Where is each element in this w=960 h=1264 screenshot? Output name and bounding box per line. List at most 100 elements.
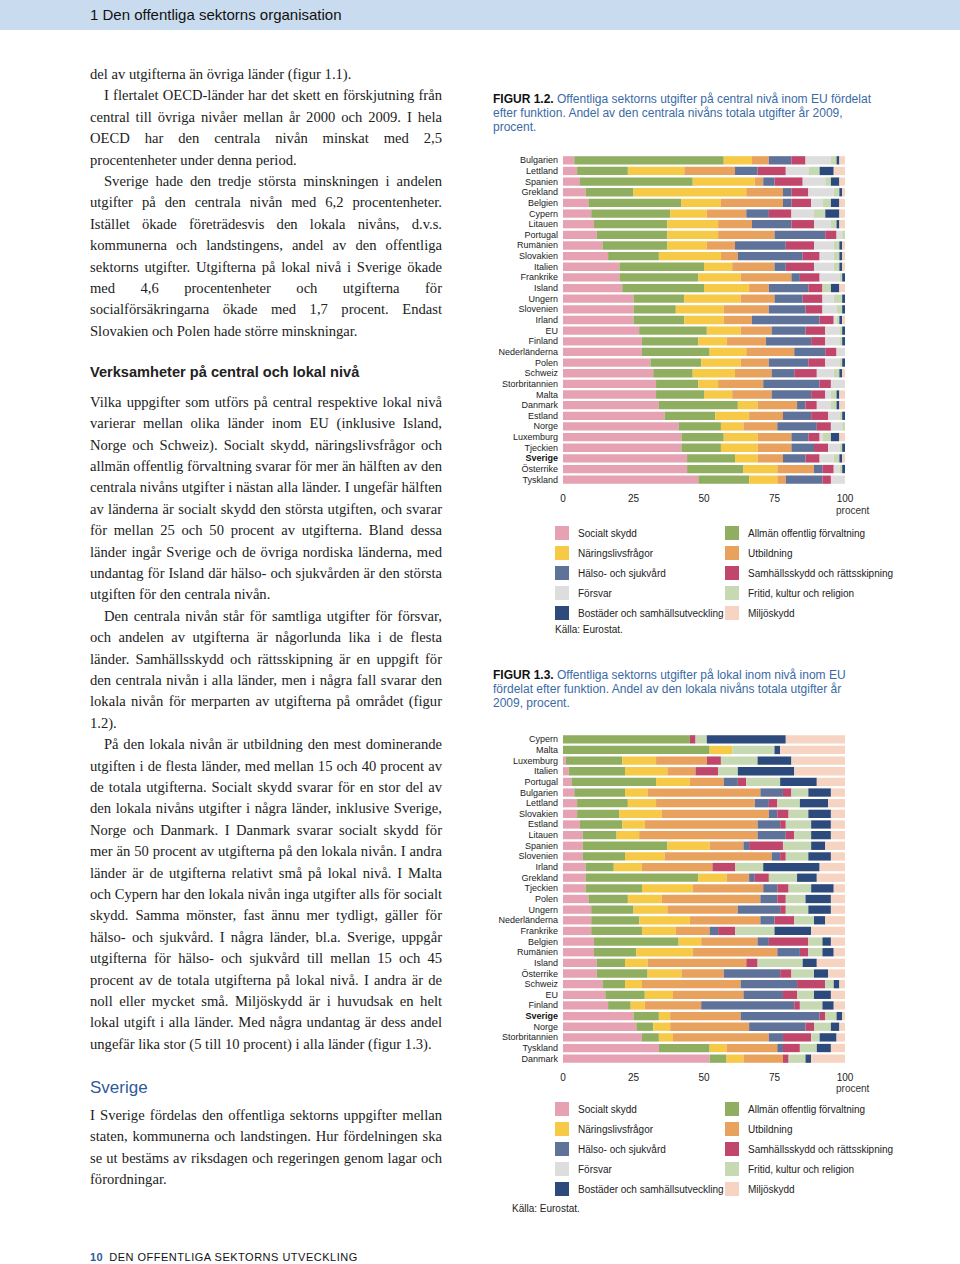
html-text:Hälso- och sjukvård: Hälso- och sjukvård <box>578 1143 666 1155</box>
html-text:Bostäder och samhällsutvecklin: Bostäder och samhällsutveckling <box>578 607 724 619</box>
svg-text:Island: Island <box>534 283 558 293</box>
svg-text:Frankrike: Frankrike <box>520 272 558 282</box>
svg-text:Bulgarien: Bulgarien <box>520 155 558 165</box>
svg-text:25: 25 <box>628 493 640 504</box>
html-text:Hälso- och sjukvård: Hälso- och sjukvård <box>578 567 666 579</box>
svg-text:Tyskland: Tyskland <box>522 1043 558 1053</box>
html-text:Samhällsskydd och rättsskipnin: Samhällsskydd och rättsskipning <box>748 1143 894 1155</box>
svg-text:Finland: Finland <box>528 336 558 346</box>
html-text:FIGUR 1.3. Offentliga sektorns: FIGUR 1.3. Offentliga sektorns utgifter … <box>493 668 846 710</box>
svg-text:Polen: Polen <box>535 358 558 368</box>
html-text:I flertalet OECD-länder har de: I flertalet OECD-länder har det skett en… <box>90 87 442 168</box>
html-text:Allmän offentlig förvaltning: Allmän offentlig förvaltning <box>748 1103 866 1115</box>
html-text:Sverige: Sverige <box>90 1078 148 1098</box>
html-text:Socialt skydd: Socialt skydd <box>578 527 637 539</box>
svg-text:Lettland: Lettland <box>526 166 558 176</box>
svg-text:Lettland: Lettland <box>526 798 558 808</box>
html-text:Sverige hade den tredje störst: Sverige hade den tredje största minsknin… <box>90 173 442 339</box>
svg-text:Spanien: Spanien <box>525 841 558 851</box>
svg-text:Schweiz: Schweiz <box>524 979 558 989</box>
svg-text:Ungern: Ungern <box>528 905 558 915</box>
svg-text:Bulgarien: Bulgarien <box>520 788 558 798</box>
svg-text:Rumänien: Rumänien <box>517 947 558 957</box>
html-text:Näringslivsfrågor: Näringslivsfrågor <box>578 1123 653 1135</box>
html-text:Verksamheter på central och lo: Verksamheter på central och lokal nivå <box>90 364 360 381</box>
svg-text:Storbritannien: Storbritannien <box>502 379 558 389</box>
svg-text:Italien: Italien <box>534 262 558 272</box>
html-text:Utbildning: Utbildning <box>748 547 793 559</box>
svg-text:Norge: Norge <box>533 421 558 431</box>
svg-text:Litauen: Litauen <box>528 219 558 229</box>
svg-text:EU: EU <box>545 326 558 336</box>
html-text:Miljöskydd: Miljöskydd <box>748 607 795 619</box>
svg-text:Slovakien: Slovakien <box>519 251 558 261</box>
svg-text:Sverige: Sverige <box>525 453 558 463</box>
html-text:Fritid, kultur och religion: Fritid, kultur och religion <box>748 587 855 599</box>
svg-text:Slovenien: Slovenien <box>518 851 558 861</box>
svg-text:50: 50 <box>698 493 710 504</box>
svg-text:Nederländerna: Nederländerna <box>498 915 558 925</box>
html-text:Utbildning: Utbildning <box>748 1123 793 1135</box>
svg-text:Tjeckien: Tjeckien <box>524 443 558 453</box>
svg-text:Island: Island <box>534 958 558 968</box>
html-text:1 Den offentliga sektorns orga: 1 Den offentliga sektorns organisation <box>90 6 342 23</box>
svg-text:Italien: Italien <box>534 766 558 776</box>
svg-text:Tyskland: Tyskland <box>522 475 558 485</box>
svg-text:Cypern: Cypern <box>529 209 558 219</box>
svg-text:100: 100 <box>837 1072 854 1083</box>
svg-text:50: 50 <box>698 1072 710 1083</box>
html-text:Allmän offentlig förvaltning: Allmän offentlig förvaltning <box>748 527 866 539</box>
svg-text:Sverige: Sverige <box>525 1011 558 1021</box>
svg-text:Österrike: Österrike <box>521 969 558 979</box>
svg-text:Estland: Estland <box>528 819 558 829</box>
svg-text:Danmark: Danmark <box>521 400 558 410</box>
svg-text:Ungern: Ungern <box>528 294 558 304</box>
svg-text:100: 100 <box>837 493 854 504</box>
svg-text:EU: EU <box>545 990 558 1000</box>
svg-text:Tjeckien: Tjeckien <box>524 883 558 893</box>
svg-text:Cypern: Cypern <box>529 734 558 744</box>
svg-text:Österrike: Österrike <box>521 464 558 474</box>
svg-text:Irland: Irland <box>535 315 558 325</box>
svg-text:0: 0 <box>560 493 566 504</box>
svg-text:0: 0 <box>560 1072 566 1083</box>
svg-text:Luxemburg: Luxemburg <box>513 756 558 766</box>
html-text:Vilka uppgifter som utförs på: Vilka uppgifter som utförs på central re… <box>90 393 442 603</box>
svg-text:Rumänien: Rumänien <box>517 240 558 250</box>
svg-text:Polen: Polen <box>535 894 558 904</box>
svg-text:Grekland: Grekland <box>521 187 558 197</box>
svg-text:Malta: Malta <box>536 745 558 755</box>
svg-text:Danmark: Danmark <box>521 1054 558 1064</box>
svg-text:Litauen: Litauen <box>528 830 558 840</box>
html-text:På den lokala nivån är utbildn: På den lokala nivån är utbildning den me… <box>90 736 442 1052</box>
html-text:Den centrala nivån står för sa: Den centrala nivån står för samtliga utg… <box>90 607 442 731</box>
svg-text:75: 75 <box>769 493 781 504</box>
html-text:I Sverige fördelas den offentl: I Sverige fördelas den offentliga sektor… <box>90 1106 442 1187</box>
svg-text:Estland: Estland <box>528 411 558 421</box>
svg-text:Finland: Finland <box>528 1000 558 1010</box>
svg-text:75: 75 <box>769 1072 781 1083</box>
svg-text:Nederländerna: Nederländerna <box>498 347 558 357</box>
html-text:Samhällsskydd och rättsskipnin: Samhällsskydd och rättsskipning <box>748 567 894 579</box>
html-text:Socialt skydd: Socialt skydd <box>578 1103 637 1115</box>
html-text:del av utgifterna än övriga lä: del av utgifterna än övriga länder (figu… <box>90 66 352 82</box>
svg-text:25: 25 <box>628 1072 640 1083</box>
svg-text:Grekland: Grekland <box>521 873 558 883</box>
svg-text:Luxemburg: Luxemburg <box>513 432 558 442</box>
html-text:FIGUR 1.2. Offentliga sektorns: FIGUR 1.2. Offentliga sektorns utgifter … <box>493 92 871 134</box>
svg-text:Slovakien: Slovakien <box>519 809 558 819</box>
svg-text:Portugal: Portugal <box>524 230 558 240</box>
svg-text:Spanien: Spanien <box>525 177 558 187</box>
html-text:Näringslivsfrågor: Näringslivsfrågor <box>578 547 653 559</box>
svg-text:Belgien: Belgien <box>528 198 558 208</box>
svg-text:Storbritannien: Storbritannien <box>502 1032 558 1042</box>
svg-text:Belgien: Belgien <box>528 937 558 947</box>
svg-text:Portugal: Portugal <box>524 777 558 787</box>
svg-text:Irland: Irland <box>535 862 558 872</box>
svg-text:Malta: Malta <box>536 390 558 400</box>
svg-text:Norge: Norge <box>533 1022 558 1032</box>
html-text:Försvar: Försvar <box>578 587 612 599</box>
svg-text:Frankrike: Frankrike <box>520 926 558 936</box>
svg-text:Slovenien: Slovenien <box>518 304 558 314</box>
svg-text:Schweiz: Schweiz <box>524 368 558 378</box>
